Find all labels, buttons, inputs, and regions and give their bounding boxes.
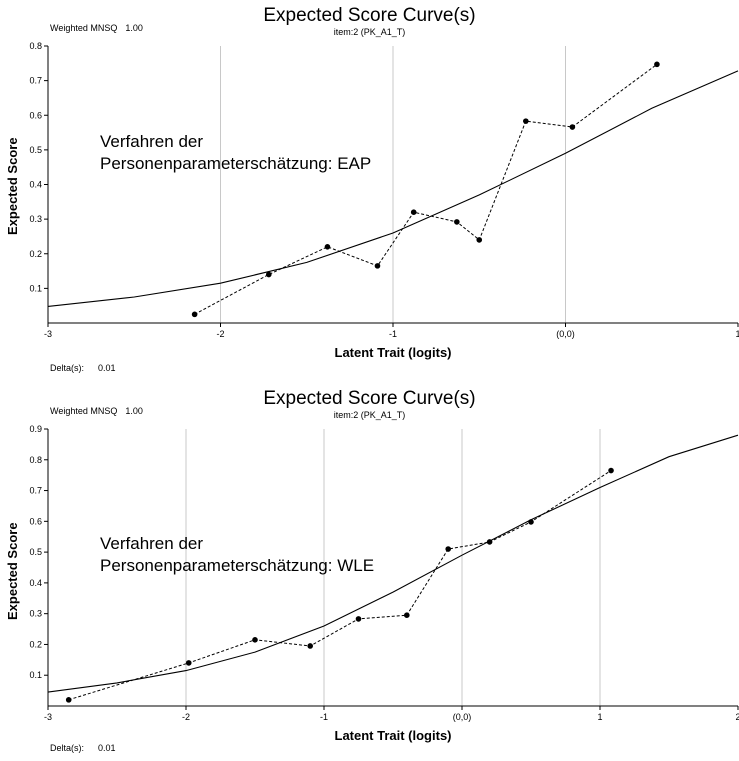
chart-svg: 0.1 0.2 0.3 0.4 0.5 0.6 0.7 0.8 -3 -2 -1 (0,0) 1 — [29, 41, 739, 339]
observed-score-point — [445, 546, 452, 552]
observed-score-point — [523, 118, 529, 124]
weighted-mnsq: Weighted MNSQ 1.00 — [50, 406, 143, 416]
y-tick-label: 0.7 — [29, 486, 42, 496]
observed-score-point — [654, 61, 660, 68]
chart-title: Expected Score Curve(s) — [263, 5, 476, 26]
chart-title: Expected Score Curve(s) — [263, 388, 476, 409]
observed-score-point — [454, 219, 460, 225]
observed-score-line — [194, 63, 658, 315]
weighted-mnsq-label: Weighted MNSQ — [50, 406, 118, 416]
y-tick-label: 0.1 — [29, 670, 42, 680]
observed-score-line — [68, 470, 612, 701]
observed-score-point — [486, 539, 493, 545]
x-tick-label: 1 — [597, 712, 602, 722]
expected-score-curve — [47, 70, 739, 307]
chart-svg: 0.1 0.2 0.3 0.4 0.5 0.6 0.7 0.8 0.9 -3 -2 -1 (0,0) 1 2 — [29, 424, 739, 722]
weighted-mnsq: Weighted MNSQ 1.00 — [50, 23, 143, 33]
delta-label: Delta(s): — [50, 363, 85, 373]
x-tick-label: (0,0) — [453, 712, 472, 722]
y-tick-label: 0.5 — [29, 547, 42, 557]
observed-score-point — [355, 616, 362, 622]
y-tick-label: 0.8 — [29, 455, 42, 465]
observed-score-point — [374, 263, 381, 269]
observed-score-point — [324, 244, 331, 250]
observed-score-point — [307, 643, 314, 649]
annotation-line-2: Personenparameterschätzung: WLE — [100, 556, 375, 575]
observed-score-point — [528, 519, 534, 525]
x-tick-label: -1 — [320, 712, 328, 722]
observed-score-point — [191, 311, 198, 318]
observed-score-point — [252, 637, 258, 643]
y-tick-label: 0.6 — [29, 516, 42, 526]
annotation-line-1: Verfahren der — [100, 534, 204, 553]
observed-score-point — [569, 124, 576, 130]
y-tick-label: 0.3 — [29, 609, 42, 619]
y-axis-label: Expected Score — [5, 522, 20, 620]
observed-score-point — [476, 237, 483, 243]
expected-score-curve — [47, 434, 739, 693]
x-tick-label: -2 — [216, 329, 224, 339]
annotation-line-1: Verfahren der — [100, 132, 204, 151]
x-axis-label: Latent Trait (logits) — [334, 345, 452, 360]
x-axis-label: Latent Trait (logits) — [334, 728, 452, 743]
annotation: Verfahren der Personenparameterschätzung… — [100, 533, 374, 577]
delta-value: 0.01 — [98, 743, 116, 753]
weighted-mnsq-label: Weighted MNSQ — [50, 23, 118, 33]
y-tick-label: 0.6 — [29, 110, 42, 120]
y-tick-label: 0.1 — [29, 283, 42, 293]
y-tick-label: 0.9 — [29, 424, 42, 434]
observed-score-point — [266, 271, 272, 278]
x-tick-label: 1 — [735, 329, 739, 339]
y-tick-label: 0.8 — [29, 41, 42, 51]
x-tick-label: -2 — [182, 712, 190, 722]
weighted-mnsq-value: 1.00 — [125, 23, 143, 33]
annotation: Verfahren der Personenparameterschätzung… — [100, 131, 371, 175]
delta: Delta(s): 0.01 — [50, 363, 116, 373]
weighted-mnsq-value: 1.00 — [125, 406, 143, 416]
observed-score-point — [185, 660, 192, 666]
y-tick-label: 0.3 — [29, 214, 42, 224]
y-tick-label: 0.2 — [29, 249, 42, 259]
y-tick-label: 0.7 — [29, 76, 42, 86]
chart-subtitle: item:2 (PK_A1_T) — [333, 410, 406, 420]
annotation-line-2: Personenparameterschätzung: EAP — [100, 154, 372, 173]
observed-score-point — [65, 697, 72, 703]
x-tick-label: -1 — [389, 329, 397, 339]
y-tick-label: 0.4 — [29, 180, 42, 190]
chart-panel-wle: 0.1 0.2 0.3 0.4 0.5 0.6 0.7 0.8 0.9 -3 -2 -1 (0,0) 1 2… — [0, 383, 739, 761]
x-tick-label: -3 — [44, 712, 52, 722]
y-axis-label: Expected Score — [5, 137, 20, 235]
chart-panel-eap: 0.1 0.2 0.3 0.4 0.5 0.6 0.7 0.8 -3 -2 -1 (0,0) 1 Exp… — [0, 0, 739, 378]
x-tick-label: (0,0) — [556, 329, 575, 339]
delta: Delta(s): 0.01 — [50, 743, 116, 753]
observed-score-point — [410, 209, 417, 215]
y-tick-label: 0.4 — [29, 578, 42, 588]
x-tick-label: 2 — [735, 712, 739, 722]
observed-score-point — [404, 612, 410, 619]
y-tick-label: 0.5 — [29, 145, 42, 155]
y-tick-label: 0.2 — [29, 639, 42, 649]
x-tick-label: -3 — [44, 329, 52, 339]
chart-subtitle: item:2 (PK_A1_T) — [333, 27, 406, 37]
observed-score-point — [608, 467, 614, 474]
delta-label: Delta(s): — [50, 743, 85, 753]
delta-value: 0.01 — [98, 363, 116, 373]
